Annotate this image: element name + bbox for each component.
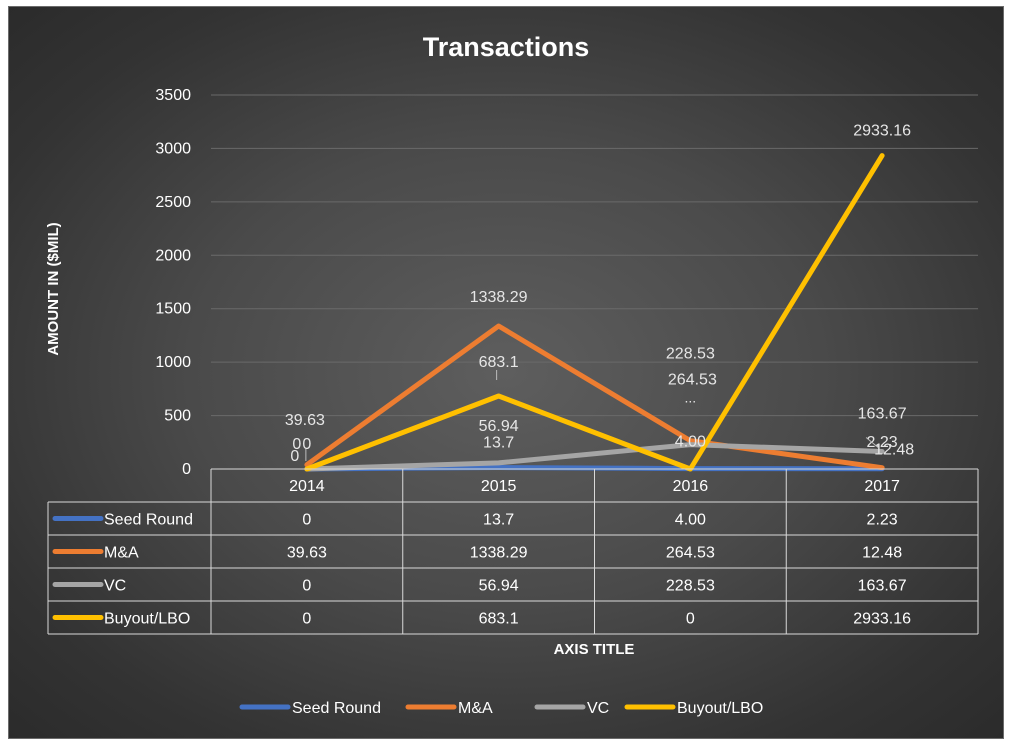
y-tick-label: 1000 [155,354,191,371]
x-tick-label: 2016 [673,478,709,495]
table-cell: 2.23 [867,512,898,529]
table-cell: 0 [302,578,311,595]
data-label-seed-round: 2.23 [867,434,898,451]
table-cell: 12.48 [862,545,902,562]
x-tick-label: 2017 [864,478,900,495]
data-label-m-a: 12.48 [874,442,914,459]
table-cell: 39.63 [287,545,327,562]
data-label-vc: 0 [302,436,311,453]
y-axis-title: AMOUNT IN ($MIL) [45,222,62,355]
table-series-name: M&A [104,545,139,562]
data-label-m-a: 1338.29 [470,289,528,306]
y-tick-label: 2000 [155,247,191,264]
table-cell: 1338.29 [470,545,528,562]
data-label-m-a: 264.53 [668,372,717,389]
legend-label: Seed Round [292,700,381,717]
table-cell: 0 [302,512,311,529]
data-label-m-a: 39.63 [285,412,325,429]
y-tick-label: 1500 [155,301,191,318]
table-cell: 683.1 [479,611,519,628]
data-label-vc: 56.94 [479,418,519,435]
legend-label: Buyout/LBO [677,700,763,717]
table-cell: 264.53 [666,545,715,562]
data-label-buyout-lbo: 0 [290,448,299,465]
data-label-vc: 163.67 [858,406,907,423]
x-axis-title: AXIS TITLE [554,641,635,658]
table-cell: 13.7 [483,512,514,529]
data-label-seed-round: 0 [292,436,301,453]
data-label-seed-round: 4.00 [675,434,706,451]
y-tick-label: 2500 [155,194,191,211]
data-table: 2014 2015 2016 2017 Seed Round 0 13.7 4.00 2.23 M… [47,468,979,635]
ellipsis-annotation: ... [685,390,697,406]
y-tick-label: 500 [164,408,191,425]
table-cell: 163.67 [858,578,907,595]
table-series-name: VC [104,578,126,595]
table-cell: 0 [302,611,311,628]
series-line-buyout-lbo [304,153,885,472]
table-cell: 4.00 [675,512,706,529]
series-line-m-a [304,323,885,471]
series-line-vc [304,442,885,472]
table-series-name: Seed Round [104,512,193,529]
x-tick-label: 2015 [481,478,517,495]
chart-title: Transactions [423,32,590,62]
data-label-vc: 228.53 [666,346,715,363]
table-series-name: Buyout/LBO [104,611,190,628]
y-tick-label: 3000 [155,140,191,157]
x-tick-label: 2014 [289,478,325,495]
leader-line [865,437,879,448]
series-lines [304,153,885,472]
table-cell: 228.53 [666,578,715,595]
gridlines [211,94,978,417]
line-chart: 0 500 1000 1500 2000 2500 3000 3500 0 13.7 4.00 2.… [45,32,979,717]
table-cell: 0 [686,611,695,628]
table-cell: 56.94 [479,578,519,595]
y-tick-label: 0 [182,461,191,478]
chart-frame: 0 500 1000 1500 2000 2500 3000 3500 0 13.7 4.00 2.… [8,6,1004,739]
data-label-buyout-lbo: 683.1 [479,354,519,371]
data-label-seed-round: 13.7 [483,435,514,452]
data-labels: 0 13.7 4.00 2.23 39.63 1338.29 264.53 12.48 0 56.… [285,123,914,465]
legend: Seed Round M&A VC Buyout/LBO [239,700,763,717]
y-tick-label: 3500 [155,87,191,104]
table-cell: 2933.16 [853,611,911,628]
y-axis-ticks: 0 500 1000 1500 2000 2500 3000 3500 [155,87,191,478]
legend-label: VC [587,700,609,717]
data-label-buyout-lbo: 2933.16 [853,123,911,140]
legend-label: M&A [458,700,493,717]
